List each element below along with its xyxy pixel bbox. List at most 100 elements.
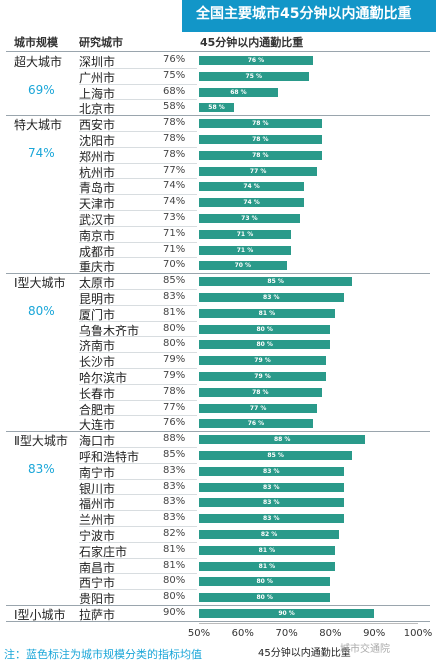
bar: 73 % <box>199 214 300 223</box>
bar-data-label: 77 % <box>249 404 267 412</box>
bar: 83 % <box>199 293 344 302</box>
row-divider <box>79 194 197 196</box>
city-value: 76% <box>163 417 186 429</box>
city-value: 78% <box>163 385 186 397</box>
bar: 83 % <box>199 482 344 492</box>
bar: 76 % <box>199 56 313 65</box>
bar-data-label: 74 % <box>243 183 260 191</box>
bar: 81 % <box>199 561 335 571</box>
bar: 77 % <box>199 403 318 413</box>
bar: 80 % <box>199 324 331 334</box>
bar-data-label: 71 % <box>236 246 254 254</box>
bar-data-label: 80 % <box>256 341 273 349</box>
bar: 71 % <box>199 245 291 255</box>
city-value: 83% <box>163 291 186 302</box>
bar-data-label: 74 % <box>243 199 260 207</box>
city-name: 西安市 <box>79 118 116 133</box>
bar-data-label: 71 % <box>236 230 254 238</box>
city-name: 南京市 <box>79 228 116 243</box>
city-name: 沈阳市 <box>79 134 116 148</box>
footnote: 注：蓝色标注为城市规模分类的指标均值 <box>4 648 202 661</box>
row-divider <box>79 352 197 354</box>
bar: 74 % <box>199 182 305 192</box>
title-banner <box>182 0 436 32</box>
row-divider <box>79 162 197 164</box>
bar: 88 % <box>199 435 366 445</box>
city-value: 80% <box>163 322 186 334</box>
bar: 83 % <box>199 514 344 524</box>
city-name: 拉萨市 <box>79 608 116 622</box>
city-value: 83% <box>163 496 186 508</box>
bar-data-label: 77 % <box>249 167 267 175</box>
city-name: 福州市 <box>79 497 116 512</box>
watermark: 城市交通院 <box>340 644 390 655</box>
row-divider <box>79 415 197 417</box>
bar-data-label: 76 % <box>247 420 265 428</box>
group-divider <box>6 115 430 117</box>
bar-data-label: 83 % <box>263 499 280 507</box>
bar: 90 % <box>199 609 375 618</box>
bar-data-label: 85 % <box>267 278 284 286</box>
group-divider <box>6 431 430 433</box>
city-name: 长沙市 <box>79 355 116 370</box>
bar-data-label: 78 % <box>252 136 269 143</box>
group-divider <box>6 273 430 275</box>
row-divider <box>79 99 197 101</box>
city-value: 88% <box>163 433 186 445</box>
row-divider <box>79 289 197 290</box>
bar: 78 % <box>199 135 322 144</box>
row-divider <box>79 494 197 496</box>
bar-data-label: 82 % <box>260 531 278 538</box>
row-divider <box>79 241 197 243</box>
row-divider <box>79 557 197 559</box>
row-divider <box>79 383 197 385</box>
city-name: 大连市 <box>79 418 116 433</box>
row-divider <box>79 462 197 464</box>
row-divider <box>79 447 197 448</box>
bar-data-label: 90 % <box>278 610 295 617</box>
city-name: 重庆市 <box>79 260 116 275</box>
tier-average: 83% <box>28 462 55 477</box>
bar: 79 % <box>199 372 327 381</box>
bar: 80 % <box>199 577 331 587</box>
bar-data-label: 80 % <box>256 325 273 333</box>
city-value: 74% <box>163 196 186 208</box>
city-name: 厦门市 <box>79 307 116 322</box>
city-name: 天津市 <box>79 197 116 212</box>
bar-data-label: 76 % <box>247 57 265 64</box>
city-value: 77% <box>163 164 186 176</box>
city-value: 81% <box>163 559 186 571</box>
city-name: 呼和浩特市 <box>79 450 140 464</box>
city-value: 75% <box>163 69 186 81</box>
bar: 80 % <box>199 593 331 603</box>
bar: 82 % <box>199 530 340 539</box>
city-value: 83% <box>163 512 186 524</box>
city-name: 武汉市 <box>79 213 116 227</box>
row-divider <box>79 146 197 148</box>
row-divider <box>79 573 197 575</box>
city-name: 太原市 <box>79 276 116 291</box>
bar: 77 % <box>199 166 318 176</box>
city-value: 85% <box>163 449 186 460</box>
bar: 79 % <box>199 356 327 366</box>
city-name: 南宁市 <box>79 465 116 480</box>
row-divider <box>79 83 197 85</box>
city-name: 海口市 <box>79 434 116 449</box>
bar: 83 % <box>199 466 344 476</box>
row-divider <box>79 320 197 322</box>
bar: 83 % <box>199 498 344 508</box>
bar: 74 % <box>199 198 305 208</box>
row-divider <box>79 257 197 259</box>
tier-label: 超大城市 <box>14 55 63 69</box>
city-value: 68% <box>163 85 186 97</box>
city-value: 80% <box>163 338 186 350</box>
city-value: 82% <box>163 528 186 539</box>
group-divider <box>6 605 430 606</box>
bar-data-label: 81 % <box>258 546 276 554</box>
city-value: 77% <box>163 401 186 413</box>
bar-data-label: 83 % <box>263 515 280 523</box>
city-value: 80% <box>163 575 186 587</box>
city-name: 乌鲁木齐市 <box>79 323 140 338</box>
tier-average: 80% <box>28 304 55 319</box>
row-divider <box>79 225 197 227</box>
